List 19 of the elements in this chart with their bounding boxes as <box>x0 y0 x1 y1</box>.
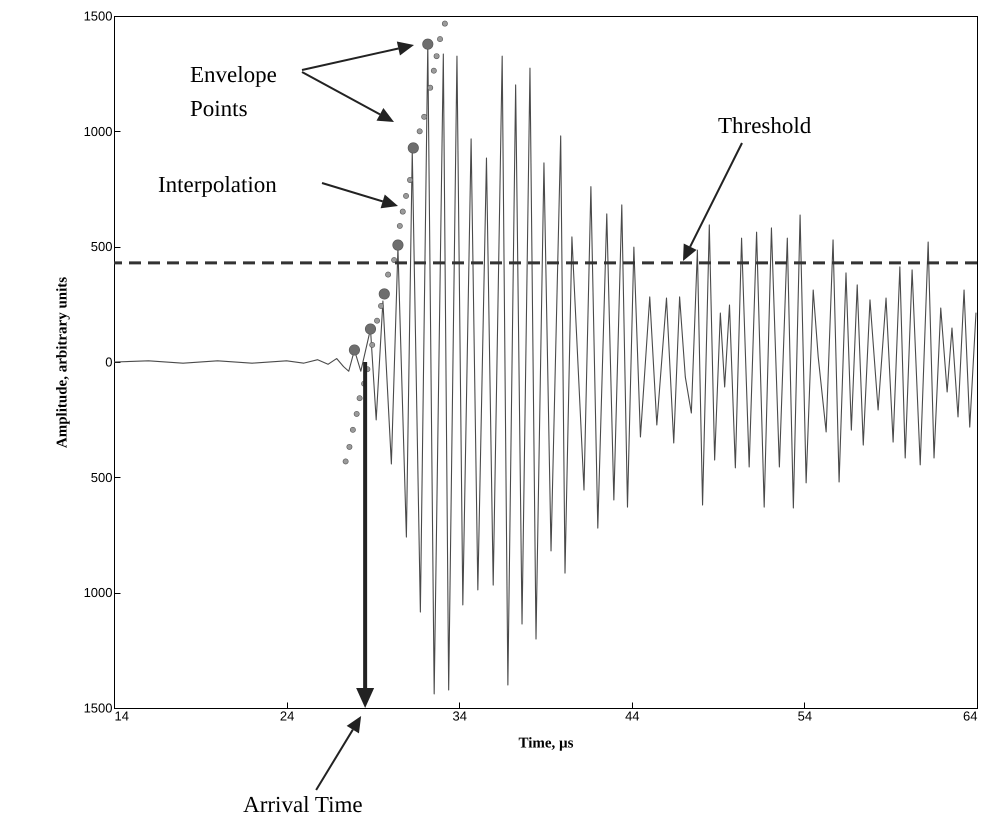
annotation: Interpolation <box>158 172 278 197</box>
x-axis-title: Time, µs <box>518 736 574 752</box>
x-tick-label: 14 <box>114 708 129 724</box>
y-tick-label: 0 <box>105 354 112 370</box>
y-tick-label: 1000 <box>84 124 112 139</box>
y-tick-label: 1500 <box>84 8 112 24</box>
y-tick-label: 500 <box>90 470 112 485</box>
x-tick-label: 34 <box>452 708 467 724</box>
annotation: Envelope Points <box>190 62 277 121</box>
ref-line-label: Arrival Time <box>243 792 363 817</box>
y-tick-label: 1000 <box>84 585 112 600</box>
annotation: Threshold <box>718 113 812 138</box>
y-tick-label: 1500 <box>84 700 112 716</box>
x-tick-label: 24 <box>280 708 294 724</box>
x-tick-label: 54 <box>798 708 812 724</box>
x-tick-label: 64 <box>963 708 978 724</box>
x-tick-label: 44 <box>625 708 640 724</box>
y-axis-title: Amplitude, arbitrary units <box>54 276 71 448</box>
y-tick-label: 500 <box>90 239 112 254</box>
